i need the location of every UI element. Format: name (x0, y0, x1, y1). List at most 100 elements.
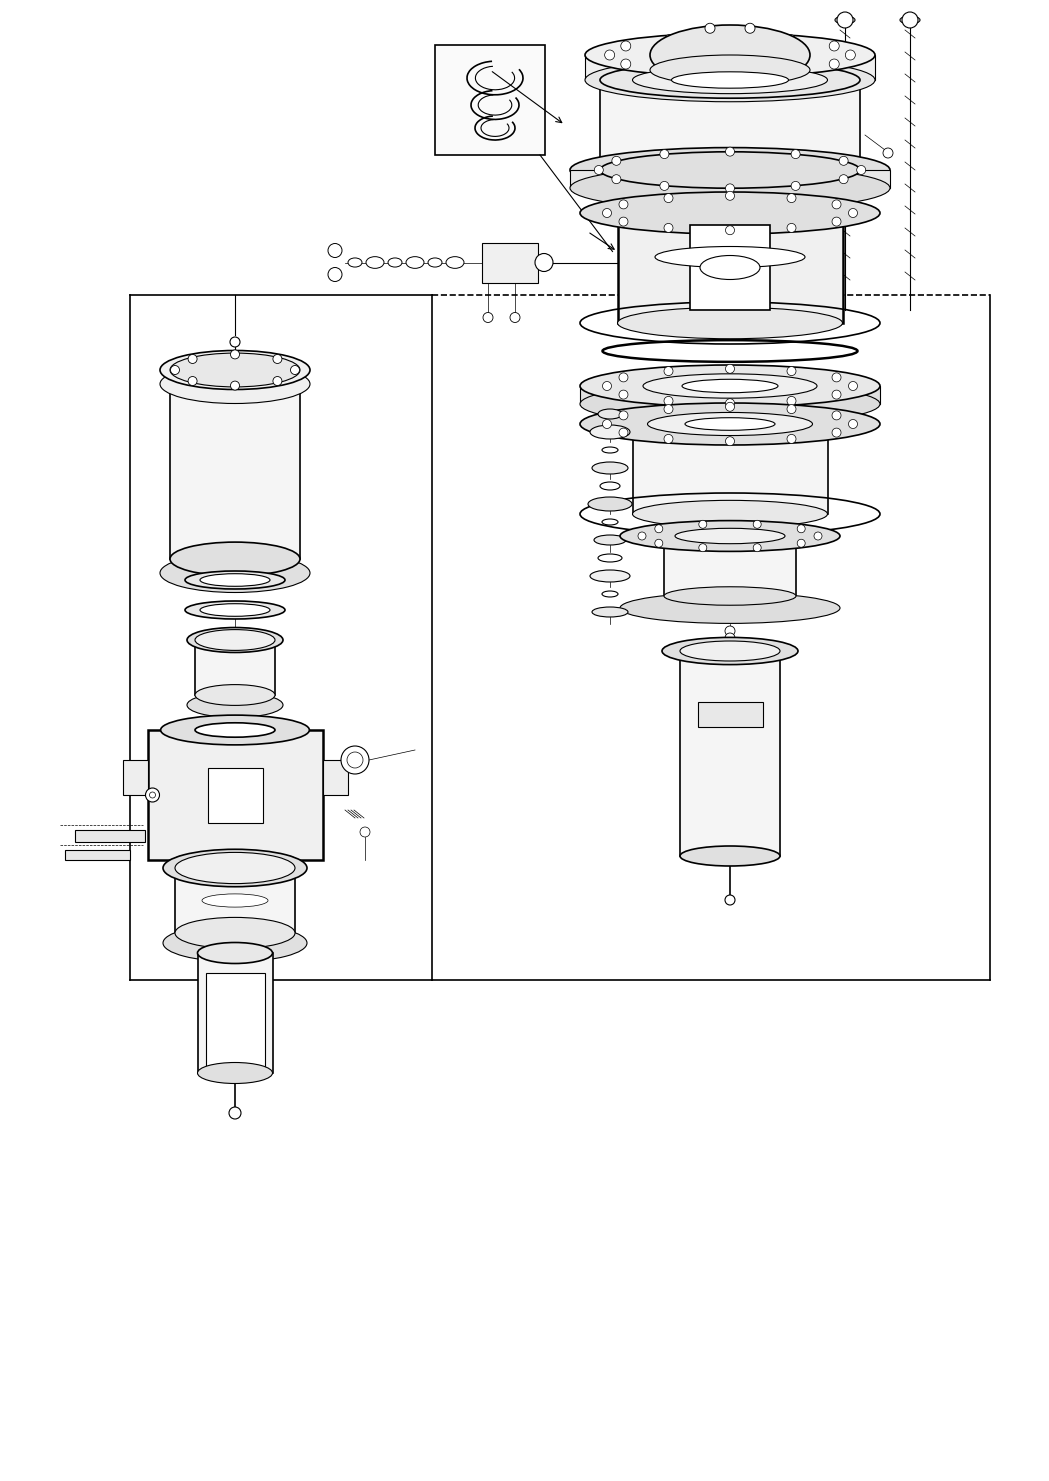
Ellipse shape (680, 641, 780, 661)
Circle shape (621, 59, 630, 70)
Ellipse shape (680, 846, 780, 866)
Circle shape (188, 376, 197, 385)
Circle shape (619, 390, 628, 398)
Ellipse shape (197, 1062, 273, 1084)
Circle shape (787, 397, 796, 406)
Ellipse shape (348, 258, 362, 267)
Circle shape (146, 788, 159, 803)
Ellipse shape (600, 481, 620, 490)
Circle shape (619, 218, 628, 227)
Ellipse shape (671, 71, 789, 89)
Ellipse shape (633, 67, 828, 93)
Circle shape (291, 366, 300, 375)
Circle shape (787, 367, 796, 376)
Ellipse shape (602, 518, 618, 524)
Circle shape (791, 181, 800, 191)
Ellipse shape (592, 607, 628, 618)
Circle shape (726, 398, 734, 407)
Circle shape (535, 253, 553, 271)
Ellipse shape (580, 403, 880, 444)
Circle shape (699, 520, 707, 529)
Bar (618, 213, 842, 323)
Ellipse shape (588, 498, 631, 511)
Ellipse shape (160, 554, 311, 592)
Circle shape (787, 194, 796, 203)
Bar (680, 652, 780, 856)
Circle shape (753, 544, 762, 552)
Ellipse shape (580, 384, 880, 425)
Ellipse shape (620, 521, 840, 551)
Circle shape (347, 752, 363, 769)
Ellipse shape (175, 853, 295, 884)
Ellipse shape (650, 55, 810, 84)
Ellipse shape (170, 542, 300, 576)
Ellipse shape (185, 572, 285, 589)
Circle shape (510, 312, 520, 323)
Ellipse shape (675, 529, 785, 544)
Circle shape (705, 24, 715, 33)
Ellipse shape (580, 364, 880, 407)
Bar (123, 760, 148, 795)
Ellipse shape (160, 351, 311, 390)
Ellipse shape (900, 16, 920, 24)
Circle shape (655, 524, 663, 533)
Circle shape (188, 354, 197, 363)
Circle shape (230, 338, 240, 347)
Ellipse shape (655, 246, 805, 268)
Bar (664, 536, 796, 595)
Circle shape (638, 532, 646, 541)
Circle shape (726, 225, 734, 234)
Ellipse shape (647, 412, 813, 435)
Circle shape (725, 626, 735, 635)
Ellipse shape (600, 151, 860, 188)
Ellipse shape (200, 604, 270, 616)
Bar (580, 387, 880, 404)
Ellipse shape (163, 849, 307, 887)
Circle shape (619, 428, 628, 437)
Ellipse shape (633, 501, 828, 527)
Circle shape (753, 520, 762, 529)
Circle shape (725, 895, 735, 905)
Circle shape (699, 544, 707, 552)
Bar (570, 170, 890, 188)
Circle shape (726, 184, 734, 193)
Circle shape (839, 157, 849, 166)
Circle shape (602, 419, 612, 428)
Bar (585, 55, 875, 80)
Circle shape (832, 428, 841, 437)
Ellipse shape (700, 256, 759, 280)
Ellipse shape (592, 462, 628, 474)
Ellipse shape (602, 447, 618, 453)
Circle shape (660, 181, 669, 191)
Circle shape (725, 68, 735, 78)
Ellipse shape (388, 258, 402, 267)
Circle shape (171, 366, 179, 375)
Circle shape (797, 524, 806, 533)
Circle shape (660, 150, 669, 158)
Bar (698, 702, 763, 727)
Circle shape (231, 381, 239, 390)
Ellipse shape (195, 629, 275, 650)
Circle shape (857, 166, 865, 175)
Circle shape (595, 166, 603, 175)
Ellipse shape (160, 364, 311, 403)
Circle shape (785, 65, 795, 76)
Bar (74, 829, 145, 843)
Circle shape (814, 532, 822, 541)
Bar (148, 730, 322, 860)
Ellipse shape (643, 373, 817, 398)
Ellipse shape (590, 425, 630, 438)
Circle shape (229, 1106, 241, 1120)
Bar (175, 868, 295, 933)
Bar (322, 760, 347, 795)
Ellipse shape (187, 693, 283, 717)
Circle shape (726, 403, 734, 412)
Bar (195, 640, 275, 695)
Circle shape (832, 390, 841, 398)
Circle shape (797, 539, 806, 548)
Circle shape (837, 12, 853, 28)
Ellipse shape (598, 554, 622, 561)
Ellipse shape (366, 256, 384, 268)
Circle shape (619, 410, 628, 421)
Ellipse shape (202, 895, 267, 906)
